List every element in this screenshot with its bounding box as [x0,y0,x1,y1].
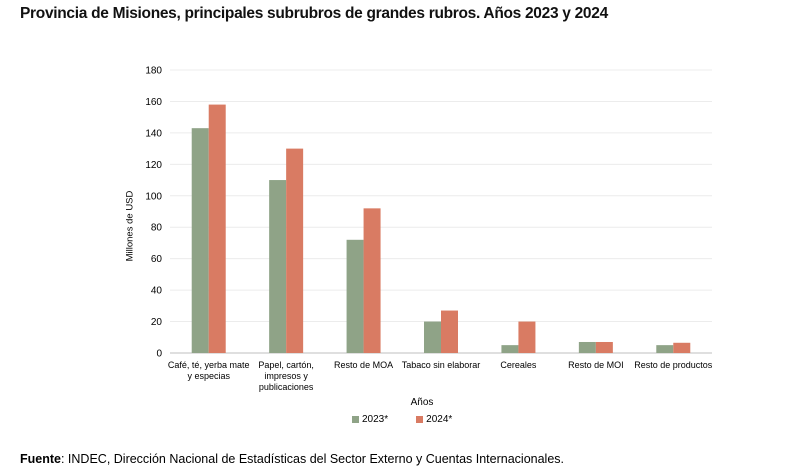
y-tick-label: 20 [151,317,163,328]
bar-2024-5 [595,341,613,353]
x-tick-label: Café, té, yerba mate y especias [167,360,250,381]
x-tick-label: Tabaco sin elaborar [401,360,481,370]
y-tick-label: 60 [151,254,163,265]
bar-2024-4 [518,321,536,353]
bar-2023-3 [424,321,441,353]
source-text: : INDEC, Dirección Nacional de Estadísti… [60,452,564,466]
legend-item-2023: 2023* [352,414,388,425]
y-tick-label: 40 [151,286,163,297]
y-tick-label: 180 [145,66,162,77]
legend: 2023* 2024* [352,414,452,425]
source-label: Fuente [20,452,61,466]
y-tick-label: 140 [145,128,162,139]
bar-2023-0 [191,128,209,353]
bar-2023-2 [346,239,364,353]
bar-2023-6 [656,345,674,353]
legend-swatch-2023 [352,416,359,423]
x-tick-label: Papel, cartón, impresos y publicaciones [258,360,314,392]
y-tick-label: 0 [156,349,162,360]
y-tick-label: 160 [145,97,162,108]
page-title: Provincia de Misiones, principales subru… [20,5,608,22]
x-tick-label: Resto de MOA [334,360,394,370]
legend-label-2024: 2024* [426,414,453,425]
bar-2024-2 [363,208,381,353]
bar-2023-4 [501,345,519,353]
y-axis-label: Millones de USD [124,190,136,262]
x-tick-label: Cereales [500,360,537,370]
y-tick-label: 80 [151,223,163,234]
x-tick-label: Resto de MOI [568,360,624,370]
legend-swatch-2024 [416,416,424,423]
bar-2024-3 [441,310,458,353]
bar-2024-6 [673,342,691,353]
bar-2023-5 [578,341,596,353]
bar-2024-1 [286,148,304,353]
x-axis-label: Años [410,397,434,408]
bar-2024-0 [208,104,226,353]
y-tick-label: 120 [145,160,162,171]
source-note: Fuente: INDEC, Dirección Nacional de Est… [20,452,564,466]
legend-item-2024: 2024* [416,414,452,425]
y-tick-label: 100 [145,191,162,202]
x-tick-label: Resto de productos [634,360,713,370]
legend-label-2023: 2023* [362,414,389,425]
bar-2023-1 [269,180,287,353]
